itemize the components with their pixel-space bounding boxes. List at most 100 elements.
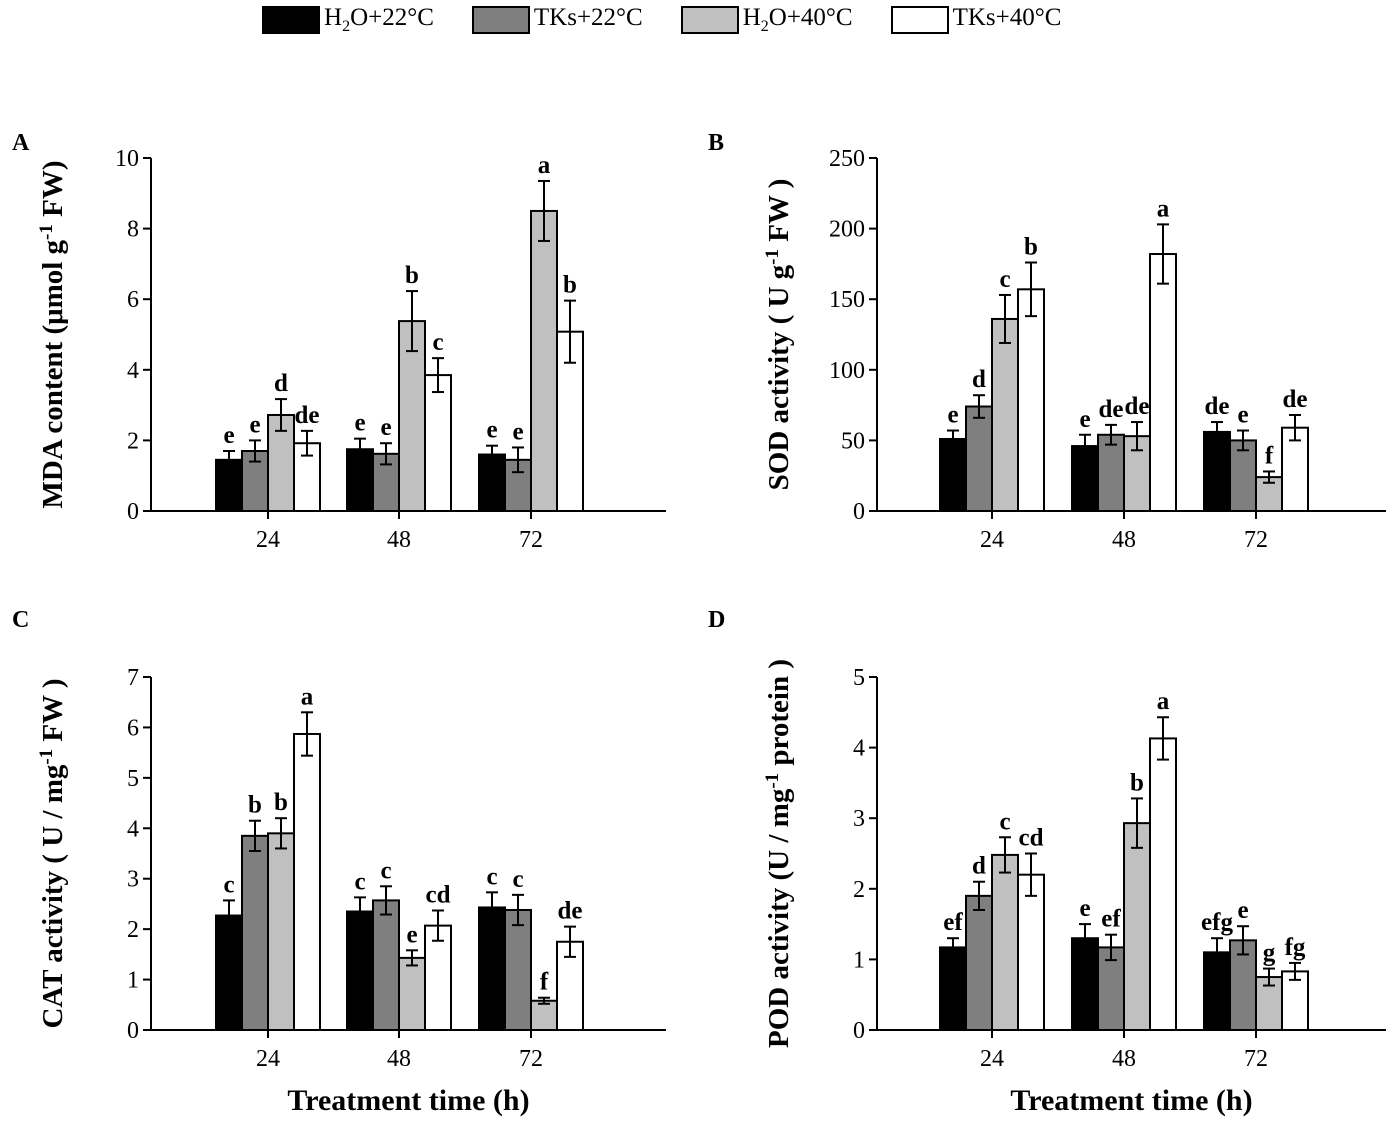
bar <box>1203 430 1231 513</box>
significance-letter: a <box>538 152 551 179</box>
y-tick-label: 3 <box>127 867 139 893</box>
significance-letter: de <box>1205 393 1230 420</box>
significance-letter: c <box>380 857 391 884</box>
significance-letter: d <box>274 370 288 397</box>
bar <box>556 940 584 1031</box>
legend-item-tks-22: TKs+22°C <box>471 4 643 36</box>
significance-letter: d <box>972 366 986 393</box>
y-tick-label: 0 <box>127 499 139 525</box>
y-tick-label: 150 <box>829 287 865 313</box>
bar <box>424 374 452 512</box>
y-axis-title: POD activity (U / mg-1 protein ) <box>762 659 796 1048</box>
x-tick-label: 72 <box>1244 1046 1268 1072</box>
bar <box>504 908 532 1031</box>
chart-legend: H2O+22°C TKs+22°C H2O+40°C TKs+40°C <box>262 4 1099 36</box>
y-axis-title: CAT activity ( U / mg-1 FW ) <box>36 678 70 1028</box>
panel-label: A <box>12 130 30 156</box>
panel-label: C <box>12 607 29 633</box>
bar <box>965 405 993 512</box>
bar <box>991 853 1019 1031</box>
significance-letter: c <box>512 866 523 893</box>
significance-letter: a <box>1157 195 1170 222</box>
significance-letter: de <box>295 402 320 429</box>
significance-letter: e <box>1079 895 1090 922</box>
significance-letter: b <box>563 272 577 299</box>
y-tick-label: 2 <box>127 428 139 454</box>
significance-letter: b <box>248 792 262 819</box>
significance-letter: c <box>999 808 1010 835</box>
bar <box>215 914 243 1032</box>
significance-letter: e <box>1237 402 1248 429</box>
significance-letter: e <box>223 422 234 449</box>
significance-letter: e <box>1237 897 1248 924</box>
significance-letter: de <box>558 898 583 925</box>
significance-letter: de <box>1283 386 1308 413</box>
significance-letter: de <box>1125 393 1150 420</box>
bar <box>1149 253 1177 513</box>
legend-swatch <box>262 6 320 34</box>
x-tick-label: 72 <box>1244 527 1268 553</box>
x-tick-label: 24 <box>256 1046 280 1072</box>
y-tick-label: 0 <box>853 499 865 525</box>
y-axis-title: MDA content (μmol g-1 FW) <box>36 161 70 509</box>
bar <box>372 899 400 1031</box>
legend-label: H2O+22°C <box>324 4 434 35</box>
x-tick-label: 24 <box>256 527 280 553</box>
y-tick-label: 3 <box>853 806 865 832</box>
bar <box>267 832 295 1031</box>
x-tick-label: 48 <box>387 527 411 553</box>
bar <box>965 894 993 1031</box>
bar <box>939 946 967 1032</box>
y-tick-label: 250 <box>829 146 865 172</box>
bar <box>398 956 426 1031</box>
significance-letter: c <box>223 871 234 898</box>
bar <box>530 209 558 512</box>
bar <box>939 437 967 513</box>
significance-letter: d <box>972 853 986 880</box>
y-tick-label: 200 <box>829 217 865 243</box>
significance-letter: a <box>1157 688 1170 715</box>
y-tick-label: 5 <box>853 665 865 691</box>
y-axis-title: SOD activity ( U g-1 FW ) <box>762 179 796 491</box>
significance-letter: g <box>1263 940 1276 967</box>
y-tick-label: 7 <box>127 665 139 691</box>
y-tick-label: 0 <box>853 1018 865 1044</box>
legend-swatch <box>471 6 530 34</box>
x-tick-label: 24 <box>980 1046 1004 1072</box>
significance-letter: e <box>380 414 391 441</box>
significance-letter: b <box>405 262 419 289</box>
significance-letter: f <box>1265 442 1274 469</box>
significance-letter: e <box>947 402 958 429</box>
bar <box>1123 822 1151 1032</box>
legend-label: TKs+22°C <box>533 4 643 31</box>
bar <box>1281 970 1309 1031</box>
bar <box>241 834 269 1031</box>
legend-swatch <box>890 6 949 34</box>
y-tick-label: 0 <box>127 1018 139 1044</box>
y-tick-label: 8 <box>127 217 139 243</box>
bar <box>991 317 1019 512</box>
significance-letter: b <box>1024 233 1038 260</box>
bar <box>1017 288 1045 513</box>
significance-letter: e <box>486 417 497 444</box>
bar <box>530 999 558 1031</box>
significance-letter: c <box>999 266 1010 293</box>
legend-item-tks-40: TKs+40°C <box>890 4 1062 36</box>
legend-label: H2O+40°C <box>742 4 853 35</box>
y-tick-label: 4 <box>853 736 865 762</box>
significance-letter: c <box>432 329 443 356</box>
significance-letter: f <box>540 969 549 996</box>
bar <box>1071 937 1099 1031</box>
legend-label: TKs+40°C <box>952 4 1062 31</box>
y-tick-label: 6 <box>127 715 139 741</box>
significance-letter: b <box>1130 769 1144 796</box>
y-tick-label: 10 <box>115 146 139 172</box>
y-tick-label: 4 <box>127 816 139 842</box>
x-tick-label: 48 <box>1112 1046 1136 1072</box>
bar <box>1017 873 1045 1031</box>
x-tick-label: 48 <box>1112 527 1136 553</box>
legend-swatch <box>680 6 739 34</box>
significance-letter: de <box>1099 396 1124 423</box>
x-tick-label: 24 <box>980 527 1004 553</box>
